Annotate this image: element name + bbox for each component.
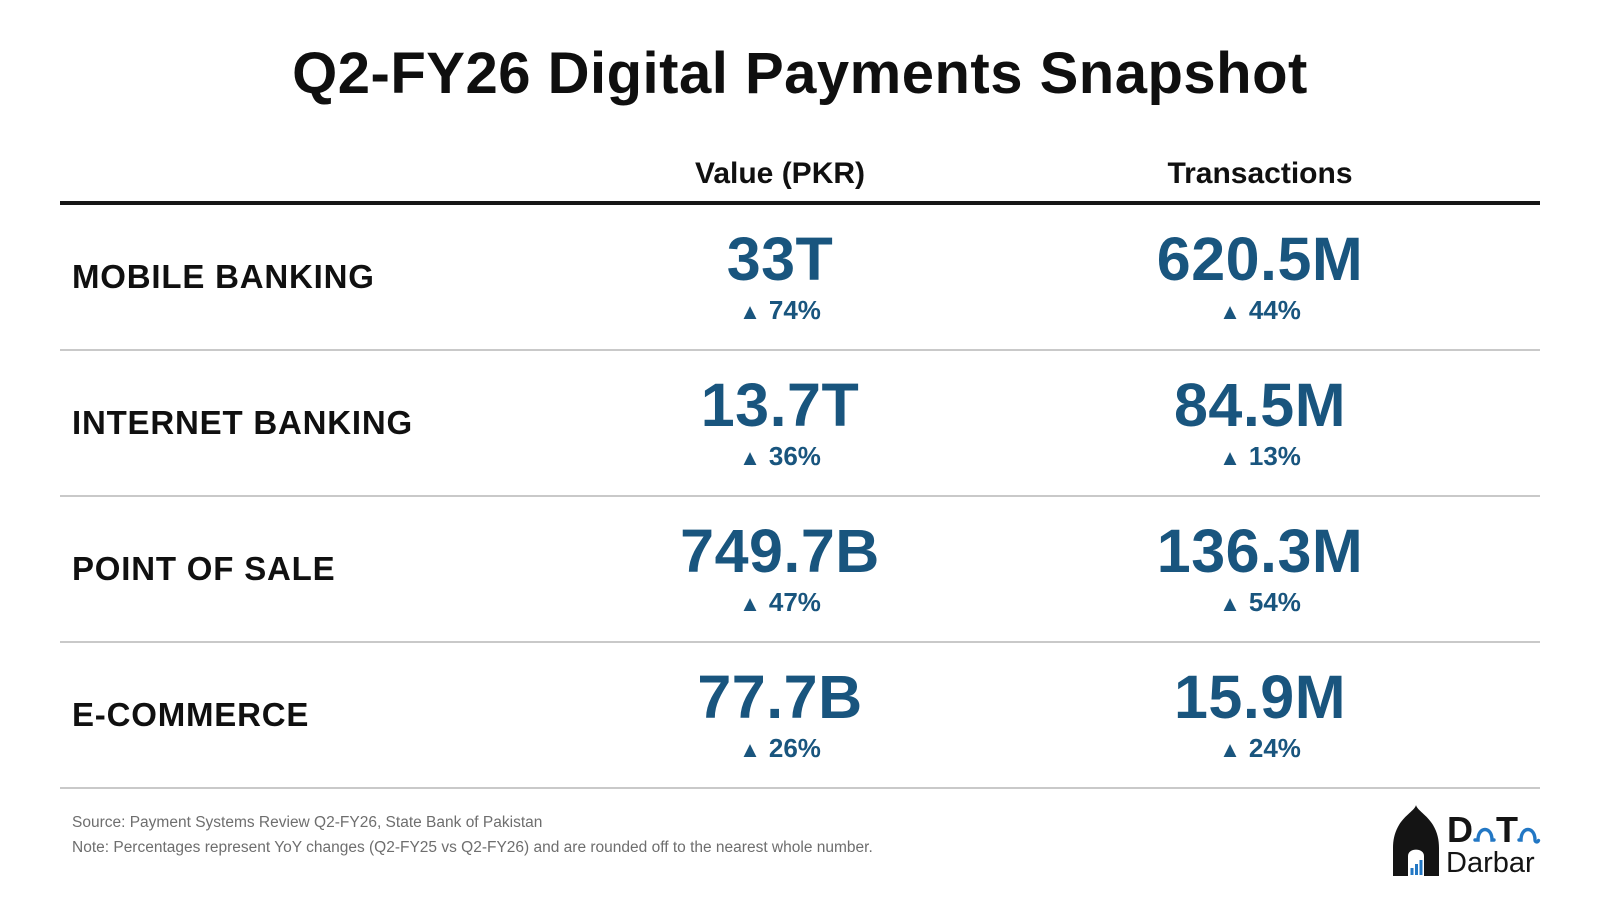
value-cell: 13.7T ▲ 36% — [540, 374, 1020, 471]
up-arrow-icon: ▲ — [1219, 444, 1241, 470]
transactions-yoy-change: ▲ 24% — [1020, 733, 1500, 764]
value-change-pct: 74% — [768, 294, 821, 325]
up-arrow-icon: ▲ — [1219, 736, 1241, 762]
header-value-pkr: Value (PKR) — [694, 157, 866, 190]
value-cell: 77.7B ▲ 26% — [540, 666, 1020, 763]
logo-letter-d: D — [1447, 809, 1473, 850]
value-change-pct: 36% — [768, 440, 821, 471]
page-title: Q2-FY26 Digital Payments Snapshot — [292, 41, 1308, 106]
transactions-change-pct: 13% — [1248, 440, 1301, 471]
table-header-row: Value (PKR) Transactions — [60, 133, 1540, 205]
up-arrow-icon: ▲ — [1219, 298, 1241, 324]
logo-letter-t: T — [1496, 809, 1518, 850]
transactions-count: 620.5M — [1156, 225, 1364, 294]
row-label: E-COMMERCE — [72, 696, 310, 733]
table-row-e-commerce: E-COMMERCE 77.7B ▲ 26% 15.9M ▲ 24% — [60, 643, 1540, 789]
methodology-note: Note: Percentages represent YoY changes … — [72, 839, 873, 856]
table-row-mobile-banking: MOBILE BANKING 33T ▲ 74% 620.5M ▲ 44% — [60, 205, 1540, 351]
row-label: POINT OF SALE — [72, 550, 336, 587]
value-cell: 749.7B ▲ 47% — [540, 520, 1020, 617]
value-change-pct: 26% — [768, 732, 821, 763]
up-arrow-icon: ▲ — [739, 444, 761, 470]
transactions-count: 15.9M — [1173, 663, 1347, 732]
dome-icon — [1393, 805, 1439, 876]
transactions-cell: 620.5M ▲ 44% — [1020, 228, 1500, 325]
transactions-cell: 84.5M ▲ 13% — [1020, 374, 1500, 471]
transactions-yoy-change: ▲ 13% — [1020, 441, 1500, 472]
row-label: INTERNET BANKING — [72, 404, 413, 441]
table-row-point-of-sale: POINT OF SALE 749.7B ▲ 47% 136.3M ▲ 54% — [60, 497, 1540, 643]
payments-table: Value (PKR) Transactions MOBILE BANKING … — [60, 133, 1540, 789]
up-arrow-icon: ▲ — [1219, 590, 1241, 616]
header-transactions: Transactions — [1167, 157, 1353, 190]
value-yoy-change: ▲ 47% — [540, 587, 1020, 618]
up-arrow-icon: ▲ — [739, 736, 761, 762]
wordmark-darbar: Darbar — [1446, 847, 1535, 879]
value-yoy-change: ▲ 36% — [540, 441, 1020, 472]
value-pkr: 77.7B — [697, 663, 863, 732]
logo-a-pulse-icon — [1517, 827, 1541, 844]
transactions-yoy-change: ▲ 44% — [1020, 295, 1500, 326]
value-cell: 33T ▲ 74% — [540, 228, 1020, 325]
table-row-internet-banking: INTERNET BANKING 13.7T ▲ 36% 84.5M ▲ 13% — [60, 351, 1540, 497]
transactions-change-pct: 24% — [1248, 732, 1301, 763]
transactions-change-pct: 54% — [1248, 586, 1301, 617]
value-yoy-change: ▲ 74% — [540, 295, 1020, 326]
value-change-pct: 47% — [768, 586, 821, 617]
transactions-cell: 15.9M ▲ 24% — [1020, 666, 1500, 763]
logo-a-pulse-icon — [1473, 827, 1496, 842]
transactions-yoy-change: ▲ 54% — [1020, 587, 1500, 618]
source-note: Source: Payment Systems Review Q2-FY26, … — [72, 814, 543, 831]
transactions-count: 136.3M — [1156, 517, 1364, 586]
value-pkr: 749.7B — [680, 517, 880, 586]
transactions-count: 84.5M — [1173, 371, 1347, 440]
wordmark-data: D T — [1447, 809, 1541, 850]
up-arrow-icon: ▲ — [739, 590, 761, 616]
up-arrow-icon: ▲ — [739, 298, 761, 324]
value-pkr: 13.7T — [700, 371, 860, 440]
footnotes: Source: Payment Systems Review Q2-FY26, … — [72, 810, 873, 860]
data-darbar-logo: D T Darbar — [1393, 805, 1541, 879]
bar-chart-icon — [1410, 860, 1423, 875]
transactions-change-pct: 44% — [1248, 294, 1301, 325]
transactions-cell: 136.3M ▲ 54% — [1020, 520, 1500, 617]
value-yoy-change: ▲ 26% — [540, 733, 1020, 764]
value-pkr: 33T — [726, 225, 834, 294]
row-label: MOBILE BANKING — [72, 258, 375, 295]
